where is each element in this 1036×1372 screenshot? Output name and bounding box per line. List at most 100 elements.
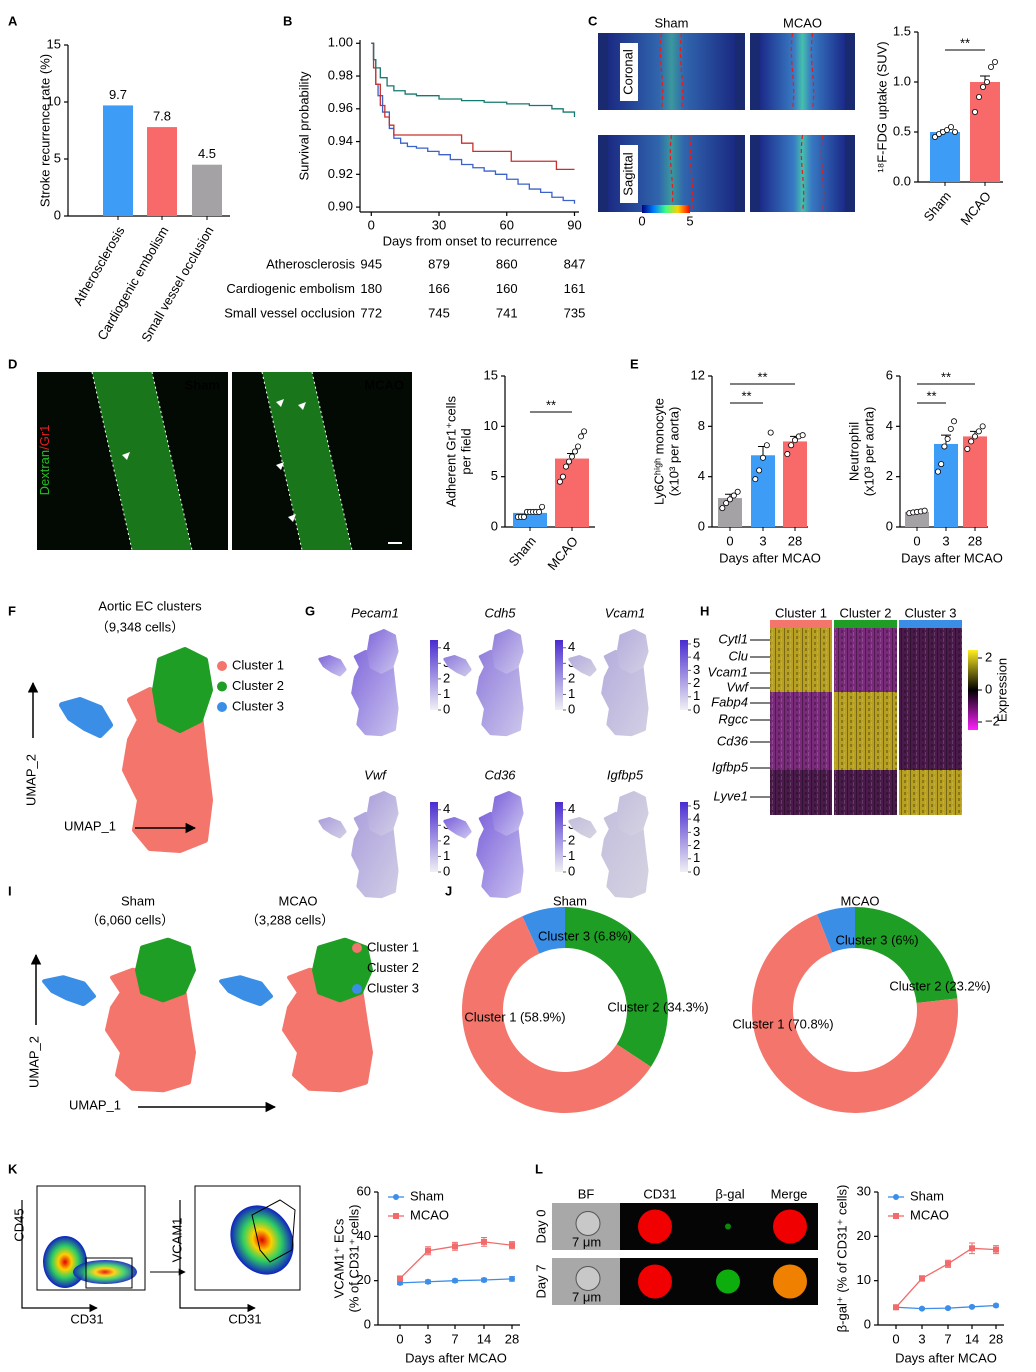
series-marker	[919, 1275, 925, 1282]
risk-count: 166	[428, 281, 450, 296]
data-point	[760, 454, 767, 461]
flow-axis-arrows	[21, 1200, 98, 1313]
bgal-cell	[725, 1223, 731, 1230]
flow-density	[43, 1236, 87, 1288]
y-tick-label: 4	[886, 418, 893, 433]
data-point	[944, 127, 951, 134]
data-point	[951, 418, 958, 425]
donut-title: MCAO	[841, 893, 880, 908]
data-point	[730, 492, 737, 499]
panel-letter: F	[8, 603, 16, 618]
umap	[443, 629, 524, 737]
image-row-label: Day 7	[533, 1265, 548, 1299]
series-marker	[509, 1242, 515, 1249]
data-point	[784, 451, 791, 458]
cluster-bar	[834, 620, 897, 628]
colorbar	[642, 205, 690, 213]
y-axis-label: Stroke recurrence rate (%)	[37, 54, 52, 207]
risk-count: 160	[496, 281, 518, 296]
colorbar-tick-label: 0	[568, 701, 575, 716]
gene-label: Cd36	[717, 733, 749, 748]
umap-cluster	[135, 937, 196, 1003]
umap-cluster	[366, 629, 399, 674]
legend-marker	[217, 681, 227, 692]
donut-label: Cluster 2 (23.2%)	[889, 978, 990, 993]
colorbar-tick-label: 0	[693, 701, 700, 716]
data-point	[964, 445, 971, 452]
series-marker	[969, 1245, 975, 1252]
data-point	[799, 432, 806, 439]
colorbar-tick-label: 4	[693, 811, 700, 826]
data-point	[536, 508, 543, 515]
image-label: Sham	[185, 377, 220, 392]
colorbar-tick-label: 0	[443, 701, 450, 716]
y-tick-label: 0	[54, 207, 61, 222]
y-tick-label: 5	[491, 468, 498, 483]
cluster-label: Cluster 3	[904, 605, 956, 620]
arrowhead	[298, 402, 306, 410]
panel-letter: C	[588, 13, 598, 28]
donut-label: Cluster 2 (34.3%)	[607, 999, 708, 1014]
umap-cluster	[491, 629, 524, 674]
y-tick-label: 0	[886, 518, 893, 533]
series-marker	[993, 1302, 999, 1309]
data-point	[792, 437, 799, 444]
data-point	[988, 64, 995, 71]
y-tick-label: 40	[357, 1228, 371, 1243]
significance-label: **	[926, 388, 936, 403]
image-column-label: β-gal	[715, 1186, 744, 1201]
data-point	[752, 476, 759, 483]
y-axis-label: (x10³ per aorta)	[861, 407, 876, 497]
y-tick-label: 0.0	[893, 173, 911, 188]
data-point	[756, 467, 763, 474]
x-tick-label: 3	[424, 1331, 431, 1346]
legend-label: Cluster 1	[232, 657, 284, 672]
x-axis-label: Days after MCAO	[719, 550, 821, 565]
umap-cluster	[568, 655, 597, 677]
risk-count: 745	[428, 305, 450, 320]
y-tick-label: 0.98	[328, 67, 353, 82]
colorbar	[555, 640, 563, 710]
legend-marker	[352, 984, 362, 994]
data-point	[569, 453, 576, 460]
y-tick-label: 10	[47, 93, 61, 108]
significance-label: **	[546, 397, 556, 412]
gene-name: Cdh5	[484, 605, 516, 620]
colorbar-tick-label: 2	[693, 837, 700, 852]
y-tick-label: 0	[698, 518, 705, 533]
cluster-bar	[899, 620, 962, 628]
x-tick-label: 14	[477, 1331, 491, 1346]
series-marker	[969, 1303, 975, 1310]
roi-outline	[659, 32, 684, 111]
legend-marker	[893, 1194, 899, 1200]
data-point	[944, 435, 951, 442]
flow-gate	[85, 1257, 133, 1289]
umap-cluster	[152, 647, 213, 733]
risk-count: 847	[564, 256, 586, 271]
y-axis-label: ¹⁸F-FDG uptake (SUV)	[874, 41, 889, 172]
colorbar-tick-label: 1	[443, 848, 450, 863]
group-title: MCAO	[279, 893, 318, 908]
colorbar-tick-label: 1	[568, 848, 575, 863]
legend-marker	[217, 661, 227, 671]
gene-label: Vcam1	[708, 664, 748, 679]
data-point	[972, 433, 979, 440]
umap-cluster	[318, 655, 347, 677]
x-tick-label: 0	[368, 217, 375, 232]
y-tick-label: 20	[357, 1272, 371, 1287]
legend-label: Cluster 3	[367, 980, 419, 995]
y-axis-label: Survival probability	[296, 71, 311, 181]
y-axis-label: VCAM1⁺ ECs	[331, 1218, 346, 1298]
donut-segment	[565, 907, 669, 1067]
image-column-label: Merge	[771, 1186, 808, 1201]
colorbar-label: Expression	[994, 658, 1009, 722]
pet-image-signal	[760, 33, 845, 110]
data-point	[562, 463, 569, 470]
umap	[219, 937, 373, 1093]
data-point	[972, 109, 979, 116]
umap	[568, 791, 649, 899]
vessel-band	[92, 372, 192, 550]
x-tick-label: 0	[913, 533, 920, 548]
data-point	[767, 429, 774, 436]
